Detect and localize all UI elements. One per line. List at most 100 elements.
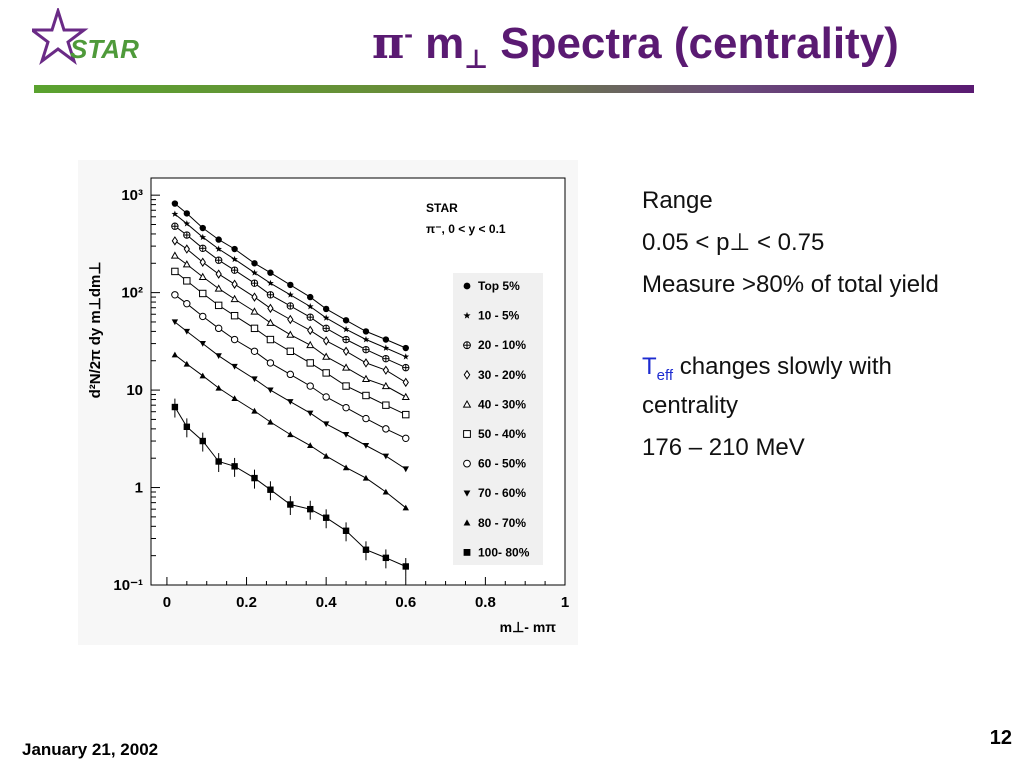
data-point [287, 431, 294, 438]
data-point [215, 384, 222, 391]
fit-curve-7 [174, 321, 407, 470]
data-point [402, 353, 410, 360]
data-point [286, 302, 295, 310]
x-axis-label: m⊥- mπ [500, 619, 557, 635]
teff-symbol: T [642, 353, 657, 380]
legend-label: 10 - 5% [478, 309, 520, 323]
logo-text: STAR [70, 34, 139, 64]
data-point [230, 335, 239, 344]
data-point [251, 292, 258, 302]
data-point [214, 301, 223, 310]
data-point [231, 395, 238, 402]
data-point [382, 401, 390, 409]
data-point [322, 452, 330, 459]
data-point [251, 269, 258, 276]
page-title: π- m⊥ Spectra (centrality) [372, 18, 992, 78]
title-divider [34, 85, 974, 93]
data-point [342, 403, 350, 412]
fit-curve-3 [174, 240, 407, 383]
legend-marker [463, 459, 471, 468]
data-point [306, 359, 314, 367]
data-point [267, 279, 274, 286]
data-point [342, 363, 351, 371]
data-point [199, 312, 207, 321]
teff-note: Teff changes slowly with centrality [642, 352, 982, 421]
title-minus: - [404, 18, 413, 49]
data-point [267, 269, 274, 276]
y-tick-label: 10 [126, 382, 143, 399]
data-point [171, 319, 179, 326]
data-point [306, 313, 314, 321]
teff-subscript: eff [656, 366, 674, 384]
title-pi: π [372, 18, 405, 69]
data-point [214, 256, 223, 264]
data-point [402, 466, 409, 473]
legend-label: 70 - 60% [478, 486, 526, 500]
data-point [286, 347, 295, 355]
data-point [183, 277, 191, 285]
legend-label: Top 5% [478, 279, 520, 293]
data-point [402, 377, 409, 388]
y-tick-label: 1 [135, 480, 143, 497]
data-point [198, 272, 207, 280]
data-point [199, 257, 206, 267]
data-point [230, 294, 239, 303]
data-point [199, 372, 206, 379]
data-point [199, 224, 206, 232]
data-point [171, 236, 179, 246]
data-point [231, 363, 238, 370]
data-point [342, 464, 350, 471]
y-tick-label: 10² [121, 285, 143, 302]
data-point [231, 463, 238, 470]
fit-curve-1 [174, 213, 407, 358]
data-point [402, 434, 410, 443]
x-tick-label: 0.6 [395, 594, 416, 611]
data-point [362, 345, 370, 354]
data-point [382, 425, 390, 433]
title-m: m [412, 19, 465, 68]
x-tick-label: 0.4 [316, 594, 338, 611]
data-point [287, 314, 294, 325]
data-point [266, 291, 275, 299]
data-point [362, 358, 370, 368]
data-point [362, 474, 370, 481]
temp-range: 176 – 210 MeV [642, 433, 805, 461]
data-point [199, 341, 206, 347]
data-point [214, 324, 223, 333]
legend-marker [463, 519, 471, 526]
data-point [342, 346, 350, 357]
data-point [382, 354, 390, 363]
data-point [402, 563, 409, 570]
data-point [307, 325, 314, 336]
data-point [362, 328, 370, 335]
data-point [361, 374, 371, 383]
data-point [215, 236, 222, 243]
data-point [267, 387, 274, 394]
data-point [342, 335, 350, 344]
data-point [322, 324, 330, 333]
chart-annotation-rapidity: π⁻, 0 < y < 0.1 [426, 222, 506, 236]
data-point [267, 486, 274, 493]
data-point [287, 501, 294, 508]
data-point [266, 318, 275, 326]
legend-label: 40 - 30% [478, 397, 526, 411]
data-point [362, 336, 370, 343]
data-point [266, 359, 275, 367]
data-point [307, 293, 314, 301]
data-point [402, 410, 410, 419]
data-point [183, 210, 191, 217]
data-point [267, 303, 274, 314]
data-point [322, 305, 330, 313]
data-point [382, 344, 390, 351]
data-point [215, 269, 222, 279]
data-point [170, 251, 179, 259]
data-point [362, 442, 370, 449]
data-point [231, 279, 238, 289]
data-point [183, 244, 190, 254]
range-label: Range [642, 187, 713, 214]
data-point [171, 210, 179, 217]
data-point [171, 351, 179, 358]
data-point [307, 505, 314, 513]
data-point [322, 314, 330, 321]
data-point [342, 325, 350, 333]
